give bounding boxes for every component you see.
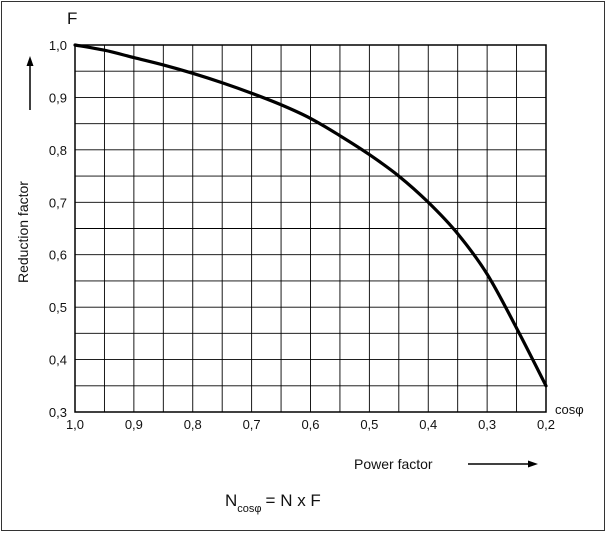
formula-subscript: cosφ	[237, 503, 261, 515]
x-tick-label: 0,2	[537, 417, 555, 432]
y-tick-label: 0,7	[49, 195, 67, 210]
y-tick-label: 0,3	[49, 405, 67, 420]
y-tick-label: 0,4	[49, 353, 67, 368]
y-tick-label: 0,8	[49, 143, 67, 158]
plot-border	[74, 44, 547, 413]
x-tick-label: 1,0	[66, 417, 84, 432]
x-tick-label: 0,4	[419, 417, 437, 432]
x-tick-label: 0,5	[360, 417, 378, 432]
y-axis-symbol: F	[67, 9, 77, 28]
x-tick-label: 0,3	[478, 417, 496, 432]
y-tick-labels: 0,3 0,4 0,5 0,6 0,7 0,8 0,9 1,0	[49, 38, 67, 420]
x-axis-label: Power factor	[354, 456, 433, 472]
x-tick-label: 0,9	[125, 417, 143, 432]
y-axis-arrow	[26, 56, 34, 110]
x-axis-unit: cosφ	[555, 402, 584, 417]
x-tick-label: 0,8	[184, 417, 202, 432]
y-axis-label: Reduction factor	[15, 181, 31, 283]
y-tick-label: 0,9	[49, 90, 67, 105]
x-tick-label: 0,6	[301, 417, 319, 432]
series-line	[73, 43, 548, 388]
chart-grid	[75, 45, 546, 412]
x-tick-label: 0,7	[243, 417, 261, 432]
y-tick-label: 0,5	[49, 300, 67, 315]
x-tick-labels: 1,0 0,9 0,8 0,7 0,6 0,5 0,4 0,3 0,2	[66, 417, 555, 432]
formula-main: N	[225, 491, 237, 510]
y-tick-label: 1,0	[49, 38, 67, 53]
x-axis-arrow	[468, 460, 538, 468]
y-tick-label: 0,6	[49, 248, 67, 263]
formula: Ncosφ = N x F	[225, 491, 321, 515]
formula-rest: = N x F	[266, 491, 321, 510]
